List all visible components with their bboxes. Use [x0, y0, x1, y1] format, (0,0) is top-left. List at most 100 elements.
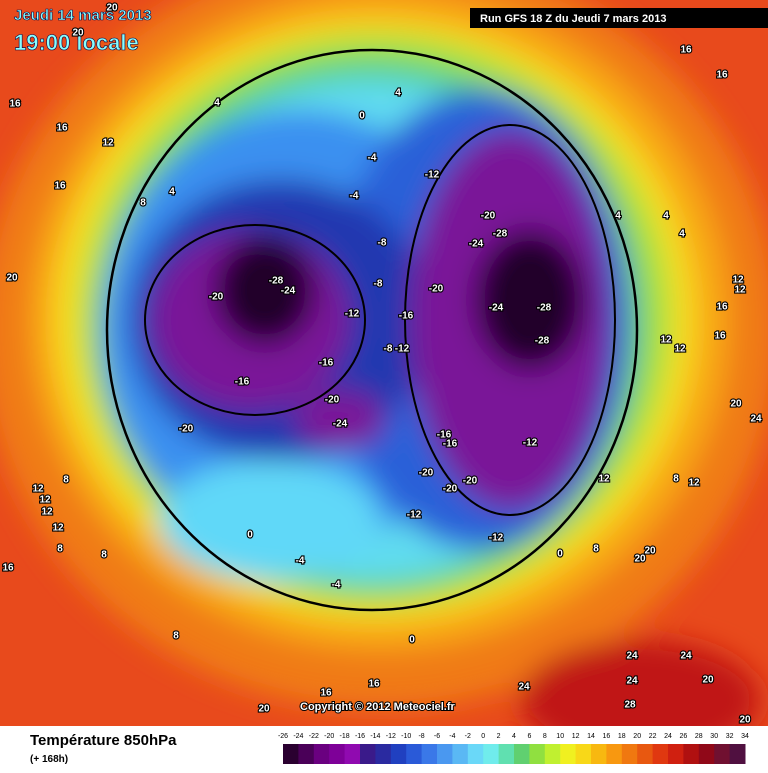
contour-label: 16	[368, 679, 380, 690]
scale-swatch	[360, 744, 376, 764]
contour-label: -20	[179, 424, 194, 435]
contour-label: -28	[493, 229, 508, 240]
scale-swatch	[390, 744, 407, 764]
contour-label: 8	[63, 475, 69, 486]
scale-label: 28	[695, 733, 703, 740]
contour-label: -20	[429, 284, 444, 295]
scale-swatch	[344, 744, 361, 764]
scale-swatch	[452, 744, 469, 764]
contour-label: 28	[624, 700, 636, 711]
scale-swatch	[483, 744, 500, 764]
scale-label: 2	[497, 733, 501, 740]
footer-title: Température 850hPa	[30, 732, 177, 749]
contour-label: 20	[72, 28, 84, 39]
scale-label: 16	[603, 733, 611, 740]
contour-label: 8	[173, 631, 179, 642]
scale-label: -8	[418, 733, 424, 740]
scale-label: -4	[449, 733, 455, 740]
scale-label: 24	[664, 733, 672, 740]
scale-label: 26	[680, 733, 688, 740]
contour-label: 8	[673, 474, 679, 485]
contour-label: 12	[732, 275, 744, 286]
contour-label: 16	[716, 302, 728, 313]
scale-swatch	[421, 744, 438, 764]
contour-label: -24	[333, 419, 348, 430]
contour-label: -16	[437, 430, 452, 441]
scale-label: -10	[401, 733, 411, 740]
contour-label: 16	[714, 331, 726, 342]
contour-label: -8	[378, 238, 387, 249]
contour-label: -28	[535, 336, 550, 347]
scale-swatch	[560, 744, 577, 764]
contour-label: -16	[319, 358, 334, 369]
contour-label: -28	[537, 303, 552, 314]
scale-label: -12	[386, 733, 396, 740]
scale-swatch	[544, 744, 561, 764]
contour-label: 4	[679, 229, 685, 240]
contour-label: 12	[674, 344, 686, 355]
scale-swatch	[621, 744, 638, 764]
contour-label: -12	[407, 510, 422, 521]
contour-label: 8	[140, 198, 146, 209]
contour-label: -4	[332, 580, 341, 591]
contour-label: -20	[463, 476, 478, 487]
scale-swatch	[467, 744, 484, 764]
scale-swatch	[683, 744, 700, 764]
scale-swatch	[514, 744, 530, 764]
contour-label: 8	[101, 550, 107, 561]
contour-label: 20	[258, 704, 270, 715]
scale-swatch	[406, 744, 423, 764]
scale-label: 10	[556, 733, 564, 740]
contour-label: 12	[52, 523, 64, 534]
time: 19:00 locale	[14, 30, 139, 55]
contour-label: 24	[518, 682, 530, 693]
contour-label: -28	[269, 276, 284, 287]
contour-label: 16	[2, 563, 14, 574]
contour-label: -20	[325, 395, 340, 406]
scale-label: 4	[512, 733, 516, 740]
contour-label: -12	[345, 309, 360, 320]
contour-label: 24	[626, 676, 638, 687]
scale-label: -2	[465, 733, 471, 740]
scale-swatch	[591, 744, 607, 764]
contour-label: -4	[296, 556, 305, 567]
contour-label: 20	[644, 546, 656, 557]
scale-label: 32	[726, 733, 734, 740]
contour-label: -24	[489, 303, 504, 314]
scale-swatch	[283, 744, 299, 764]
contour-label: 12	[734, 285, 746, 296]
contour-label: 4	[663, 211, 669, 222]
contour-label: 16	[54, 181, 66, 192]
contour-label: -4	[368, 153, 377, 164]
contour-label: -12	[489, 533, 504, 544]
date: Jeudi 14 mars 2013	[14, 7, 152, 24]
contour-label: -12	[425, 170, 440, 181]
scale-swatch	[637, 744, 654, 764]
scale-swatch	[698, 744, 715, 764]
contour-label: 16	[716, 70, 728, 81]
scale-label: -20	[324, 733, 334, 740]
scale-swatch	[329, 744, 346, 764]
scale-label: 8	[543, 733, 547, 740]
scale-label: -24	[293, 733, 303, 740]
contour-label: 20	[702, 675, 714, 686]
contour-label: 4	[395, 88, 401, 99]
scale-swatch	[575, 744, 592, 764]
scale-swatch	[668, 744, 684, 764]
scale-label: 20	[633, 733, 641, 740]
contour-label: -4	[350, 191, 359, 202]
scale-label: -22	[309, 733, 319, 740]
scale-swatch	[298, 744, 315, 764]
scale-swatch	[313, 744, 330, 764]
scale-label: -14	[370, 733, 380, 740]
contour-label: 8	[593, 544, 599, 555]
contour-label: 4	[615, 211, 621, 222]
contour-label: 12	[32, 484, 44, 495]
scale-swatch	[729, 744, 746, 764]
scale-label: -16	[355, 733, 365, 740]
run-box	[470, 8, 768, 28]
contour-label: -16	[235, 377, 250, 388]
contour-label: 20	[634, 554, 646, 565]
scale-swatch	[375, 744, 392, 764]
